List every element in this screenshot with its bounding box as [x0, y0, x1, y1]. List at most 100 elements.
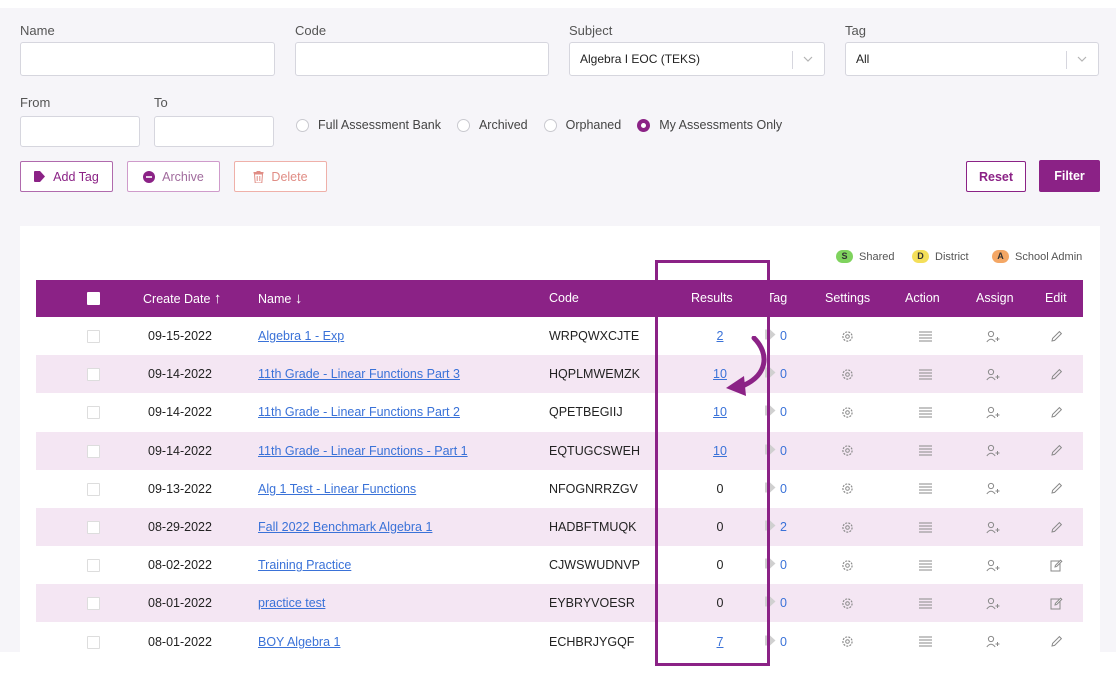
action-menu-icon[interactable]: [918, 635, 932, 649]
assign-user-icon[interactable]: [986, 405, 1000, 419]
archive-button[interactable]: Archive: [127, 161, 220, 192]
radio-orphaned[interactable]: Orphaned: [543, 118, 621, 132]
settings-gear-icon[interactable]: [840, 444, 854, 458]
assessment-name-link[interactable]: Alg 1 Test - Linear Functions: [258, 481, 417, 496]
row-checkbox[interactable]: [87, 521, 100, 534]
tag-count-cell[interactable]: 0: [765, 317, 787, 355]
create-date: 08-01-2022: [148, 634, 212, 649]
subject-select[interactable]: Algebra I EOC (TEKS): [569, 42, 825, 76]
settings-gear-icon[interactable]: [840, 367, 854, 381]
results-link[interactable]: 10: [713, 443, 727, 458]
subject-label: Subject: [569, 23, 613, 38]
delete-button[interactable]: Delete: [234, 161, 327, 192]
pencil-icon[interactable]: [1049, 482, 1063, 496]
radio-archived[interactable]: Archived: [456, 118, 528, 132]
tag-count: 0: [780, 596, 787, 611]
row-checkbox[interactable]: [87, 444, 100, 458]
assessment-name-link[interactable]: Algebra 1 - Exp: [258, 329, 345, 343]
table-header: Create Date ↑ Name ↓ Code Results Tag Se…: [36, 280, 1083, 317]
scope-radio-group: Full Assessment Bank Archived Orphaned M…: [296, 118, 798, 132]
tag-count-cell[interactable]: 0: [765, 355, 787, 393]
pencil-icon[interactable]: [1049, 405, 1063, 419]
row-checkbox[interactable]: [87, 330, 100, 343]
settings-gear-icon[interactable]: [840, 596, 854, 610]
radio-full-assessment-bank[interactable]: Full Assessment Bank: [296, 118, 441, 132]
action-menu-icon[interactable]: [918, 558, 932, 572]
action-menu-icon[interactable]: [918, 444, 932, 458]
tag-select[interactable]: All: [845, 42, 1099, 76]
settings-gear-icon[interactable]: [840, 482, 854, 496]
row-checkbox[interactable]: [87, 368, 100, 382]
settings-gear-icon[interactable]: [840, 329, 854, 343]
assign-user-icon[interactable]: [986, 520, 1000, 534]
assign-user-icon[interactable]: [986, 329, 1000, 343]
row-checkbox[interactable]: [87, 635, 100, 649]
assessment-name-link[interactable]: Training Practice: [258, 558, 352, 573]
assessment-name-link[interactable]: BOY Algebra 1: [258, 634, 341, 649]
settings-gear-icon[interactable]: [840, 558, 854, 572]
column-header-tag: Tag: [767, 291, 788, 305]
pencil-icon[interactable]: [1049, 520, 1063, 534]
results-link[interactable]: 10: [713, 405, 727, 420]
assign-user-icon[interactable]: [986, 482, 1000, 496]
pencil-icon[interactable]: [1049, 635, 1063, 649]
results-link[interactable]: 2: [716, 329, 724, 343]
from-date-input[interactable]: [20, 116, 140, 147]
assessment-name-link[interactable]: 11th Grade - Linear Functions Part 2: [258, 405, 460, 420]
add-tag-button[interactable]: Add Tag: [20, 161, 113, 192]
row-checkbox[interactable]: [87, 597, 100, 611]
assessment-name-link[interactable]: practice test: [258, 596, 326, 611]
select-all-checkbox[interactable]: [87, 292, 100, 305]
assessment-name-link[interactable]: Fall 2022 Benchmark Algebra 1: [258, 520, 433, 534]
pencil-icon[interactable]: [1049, 444, 1063, 458]
assign-user-icon[interactable]: [986, 367, 1000, 381]
radio-my-assessments-only[interactable]: My Assessments Only: [637, 118, 782, 132]
tag-count-cell[interactable]: 0: [765, 393, 787, 431]
tag-icon: [765, 482, 776, 496]
tag-count-cell[interactable]: 0: [765, 432, 787, 470]
code-input[interactable]: [295, 42, 549, 76]
assessment-name-link[interactable]: 11th Grade - Linear Functions Part 3: [258, 367, 460, 382]
tag-count-cell[interactable]: 0: [765, 546, 787, 584]
pencil-icon[interactable]: [1049, 367, 1063, 381]
action-menu-icon[interactable]: [918, 329, 932, 343]
column-header-name[interactable]: Name ↓: [258, 280, 302, 318]
tag-count-cell[interactable]: 2: [765, 508, 787, 546]
to-date-input[interactable]: [154, 116, 274, 147]
pencil-icon[interactable]: [1049, 329, 1063, 343]
table-row: 09-14-2022 11th Grade - Linear Functions …: [36, 431, 1083, 470]
row-checkbox[interactable]: [87, 406, 100, 420]
results-cell: 0: [708, 508, 732, 546]
radio-button-icon: [296, 118, 309, 132]
column-header-create-date[interactable]: Create Date ↑: [143, 280, 221, 318]
action-menu-icon[interactable]: [918, 367, 932, 381]
tag-count-cell[interactable]: 0: [765, 584, 787, 622]
assign-user-icon[interactable]: [986, 596, 1000, 610]
tag-count-cell[interactable]: 0: [765, 470, 787, 508]
assign-user-icon[interactable]: [986, 635, 1000, 649]
results-link[interactable]: 7: [716, 634, 724, 649]
name-input[interactable]: [20, 42, 275, 76]
assign-user-icon[interactable]: [986, 444, 1000, 458]
settings-gear-icon[interactable]: [840, 635, 854, 649]
tag-icon: [765, 329, 776, 343]
action-menu-icon[interactable]: [918, 482, 932, 496]
action-menu-icon[interactable]: [918, 405, 932, 419]
results-cell: 10: [708, 393, 732, 431]
reset-button[interactable]: Reset: [966, 161, 1026, 192]
edit-square-icon[interactable]: [1049, 558, 1063, 572]
row-checkbox[interactable]: [87, 482, 100, 496]
results-link[interactable]: 10: [713, 367, 727, 382]
action-menu-icon[interactable]: [918, 596, 932, 610]
assign-user-icon[interactable]: [986, 558, 1000, 572]
action-menu-icon[interactable]: [918, 520, 932, 534]
settings-gear-icon[interactable]: [840, 405, 854, 419]
table-row: 08-02-2022 Training Practice CJWSWUDNVP 0 0: [36, 546, 1083, 584]
create-date: 09-14-2022: [148, 443, 212, 458]
chevron-down-icon: [1074, 43, 1090, 75]
assessment-name-link[interactable]: 11th Grade - Linear Functions - Part 1: [258, 443, 468, 458]
edit-square-icon[interactable]: [1049, 596, 1063, 610]
row-checkbox[interactable]: [87, 559, 100, 573]
settings-gear-icon[interactable]: [840, 520, 854, 534]
filter-button[interactable]: Filter: [1039, 160, 1100, 192]
